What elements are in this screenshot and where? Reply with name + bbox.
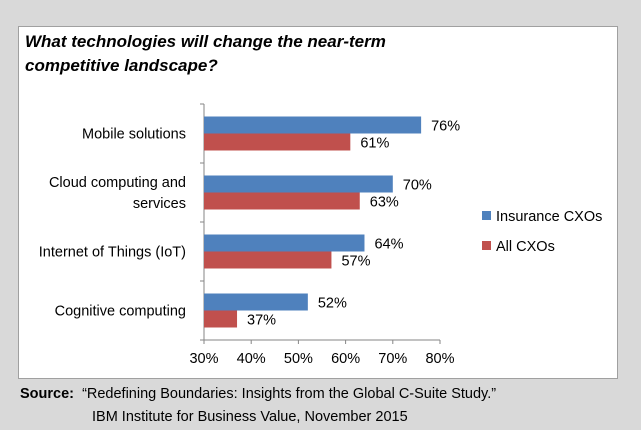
bar-insurance-cxos — [204, 175, 393, 193]
data-label: 37% — [247, 313, 276, 329]
data-label: 76% — [431, 119, 460, 135]
x-tick-label: 40% — [237, 351, 266, 367]
category-label: Mobile solutions — [82, 127, 186, 143]
legend-label: All CXOs — [496, 239, 555, 255]
bar-all-cxos — [204, 310, 238, 328]
data-label: 64% — [374, 237, 403, 253]
source-line-2: IBM Institute for Business Value, Novemb… — [92, 409, 408, 425]
chart-title: What technologies will change the near-t… — [25, 32, 386, 75]
bar-insurance-cxos — [204, 293, 308, 311]
category-label: Cloud computing and — [49, 175, 186, 191]
category-label: Internet of Things (IoT) — [39, 245, 186, 261]
legend-label: Insurance CXOs — [496, 209, 602, 225]
bar-all-cxos — [204, 192, 360, 210]
data-label: 70% — [403, 178, 432, 194]
bar-insurance-cxos — [204, 116, 422, 134]
bar-all-cxos — [204, 133, 351, 151]
x-tick-label: 80% — [425, 351, 454, 367]
x-tick-label: 30% — [189, 351, 218, 367]
bar-insurance-cxos — [204, 234, 365, 252]
bar-all-cxos — [204, 251, 332, 269]
data-label: 52% — [318, 296, 347, 312]
legend-swatch — [482, 241, 491, 250]
data-label: 63% — [370, 195, 399, 211]
source-label: Source: — [20, 386, 74, 402]
category-label: services — [133, 196, 186, 212]
source-citation: “Redefining Boundaries: Insights from th… — [82, 386, 497, 402]
x-tick-label: 50% — [284, 351, 313, 367]
source-line-1: Source: “Redefining Boundaries: Insights… — [20, 386, 496, 402]
x-tick-label: 70% — [378, 351, 407, 367]
category-label: Cognitive computing — [55, 304, 186, 320]
data-label: 61% — [360, 136, 389, 152]
legend-swatch — [482, 211, 491, 220]
x-tick-label: 60% — [331, 351, 360, 367]
data-label: 57% — [341, 254, 370, 270]
